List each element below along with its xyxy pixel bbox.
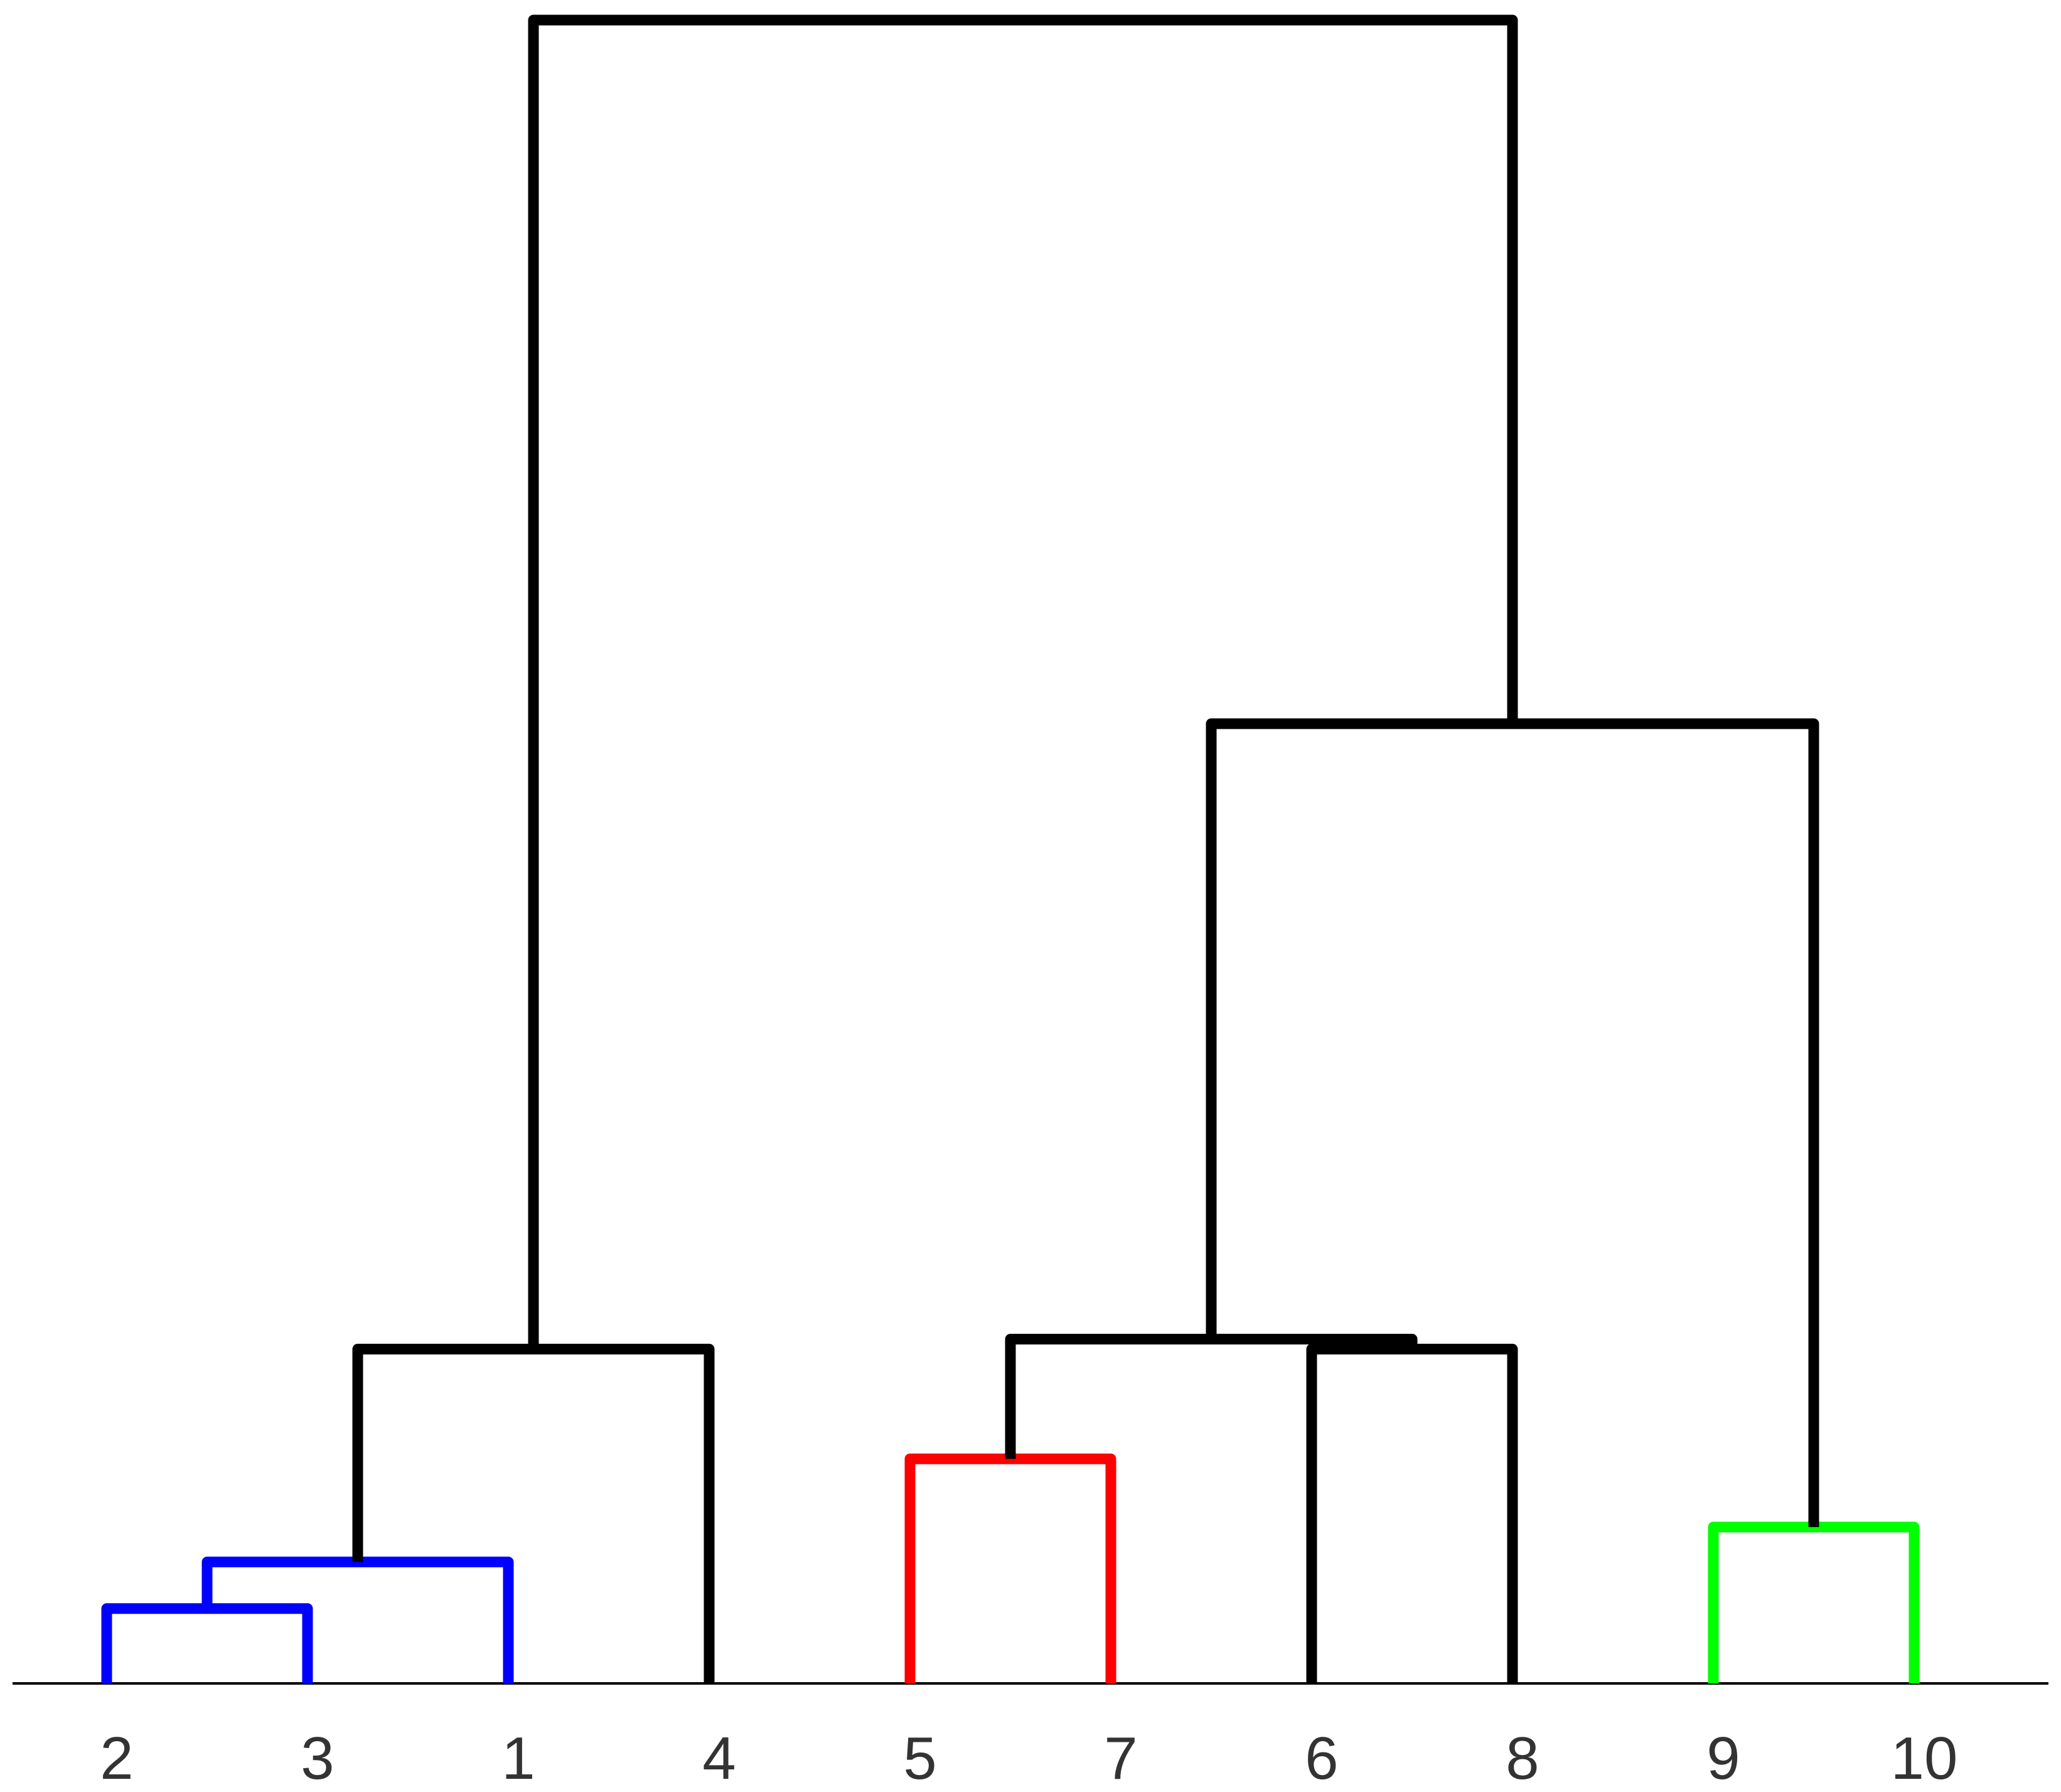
leaf-labels: 2 3 1 4 5 7 6 8 9 10 (100, 1725, 1957, 1792)
branch-m9 (528, 14, 1518, 1349)
leaf-label-8: 8 (1506, 1725, 1539, 1792)
leaf-label-2: 2 (100, 1725, 133, 1792)
leaf-label-1: 1 (501, 1725, 535, 1792)
branches (101, 14, 1920, 1683)
branch-m7 (1708, 1521, 1920, 1683)
leaf-label-10: 10 (1891, 1725, 1958, 1792)
branch-m3 (352, 1343, 715, 1683)
leaf-label-7: 7 (1104, 1725, 1137, 1792)
leaf-label-4: 4 (702, 1725, 736, 1792)
branch-m5 (1306, 1343, 1518, 1683)
branch-m6 (1005, 1333, 1418, 1459)
branch-m4 (904, 1453, 1116, 1683)
leaf-label-6: 6 (1305, 1725, 1338, 1792)
branch-m2 (201, 1557, 514, 1683)
branch-m1 (101, 1603, 313, 1683)
leaf-label-5: 5 (903, 1725, 936, 1792)
leaf-label-3: 3 (301, 1725, 334, 1792)
leaf-label-9: 9 (1706, 1725, 1740, 1792)
